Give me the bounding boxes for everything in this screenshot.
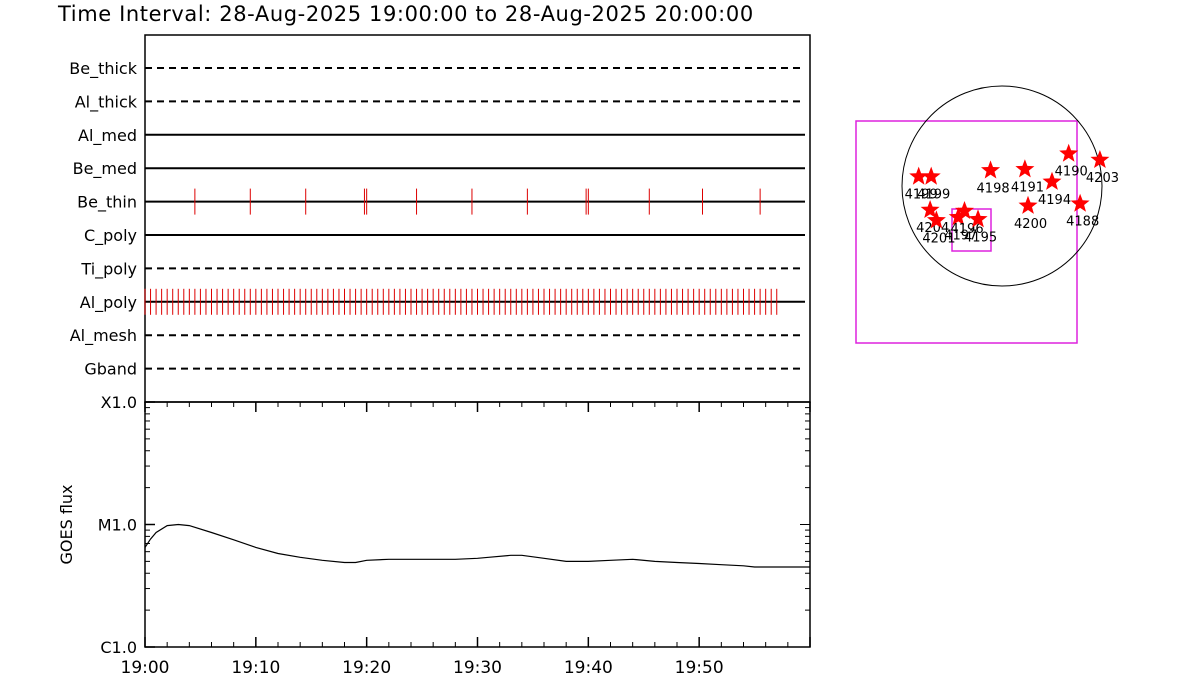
x-tick-label: 19:00 bbox=[121, 658, 170, 678]
active-region-star bbox=[1059, 143, 1079, 162]
solar-limb-circle bbox=[901, 85, 1103, 287]
x-tick-label: 19:50 bbox=[675, 658, 724, 678]
active-region-label: 4198 bbox=[977, 181, 1010, 196]
active-region-star bbox=[955, 201, 974, 220]
filter-row-label-al-thick: Al_thick bbox=[75, 92, 138, 112]
active-region-star bbox=[968, 209, 988, 228]
field-of-view-box bbox=[855, 120, 1078, 344]
filter-row-label-al-poly: Al_poly bbox=[80, 293, 137, 313]
goes-flux-line bbox=[144, 523, 810, 568]
x-tick-label: 19:20 bbox=[342, 658, 391, 678]
filter-row-label-ti-poly: Ti_poly bbox=[80, 259, 137, 279]
active-region-label: 4197 bbox=[944, 228, 977, 243]
active-region-star bbox=[1015, 159, 1035, 178]
filter-row-label-be-thick: Be_thick bbox=[69, 59, 137, 79]
filter-row-label-c-poly: C_poly bbox=[84, 226, 137, 246]
active-region-star bbox=[926, 210, 946, 229]
x-tick-label: 19:30 bbox=[453, 658, 502, 678]
active-region-label: 4188 bbox=[1066, 215, 1099, 230]
active-region-star bbox=[981, 160, 1001, 179]
active-region-label: 4190 bbox=[1055, 165, 1088, 180]
active-region-label: 4201 bbox=[922, 231, 955, 246]
active-region-star bbox=[920, 200, 940, 218]
page-title: Time Interval: 28-Aug-2025 19:00:00 to 2… bbox=[58, 2, 754, 26]
filter-row-label-al-mesh: Al_mesh bbox=[70, 326, 137, 346]
filter-row-label-be-med: Be_med bbox=[73, 159, 137, 179]
x-tick-label: 19:10 bbox=[231, 658, 280, 678]
active-region-label: 4191 bbox=[1011, 180, 1044, 195]
active-region-star bbox=[948, 207, 968, 226]
active-region-star bbox=[1090, 150, 1110, 168]
active-region-label: 4195 bbox=[964, 230, 997, 245]
active-region-star bbox=[1018, 195, 1038, 214]
y-tick-label: M1.0 bbox=[98, 516, 137, 535]
active-region-label: 4199 bbox=[905, 188, 938, 203]
y-tick-label: C1.0 bbox=[100, 638, 137, 657]
x-tick-label: 19:40 bbox=[564, 658, 613, 678]
active-region-label: 4194 bbox=[1038, 193, 1071, 208]
active-region-label: 4196 bbox=[951, 222, 984, 237]
filter-row-label-gband: Gband bbox=[84, 360, 137, 379]
filter-row-label-be-thin: Be_thin bbox=[77, 193, 137, 213]
y-tick-label: X1.0 bbox=[101, 393, 137, 412]
active-region-label: 4203 bbox=[1086, 171, 1119, 186]
filter-row-label-al-med: Al_med bbox=[78, 126, 137, 146]
y-axis-title: GOES flux bbox=[57, 484, 76, 564]
active-region-star bbox=[1070, 193, 1090, 212]
active-region-label: 4199 bbox=[917, 188, 950, 203]
active-region-star bbox=[909, 166, 929, 185]
active-region-label: 4200 bbox=[1014, 217, 1047, 232]
active-region-star bbox=[921, 166, 941, 185]
active-region-star bbox=[1042, 171, 1062, 190]
